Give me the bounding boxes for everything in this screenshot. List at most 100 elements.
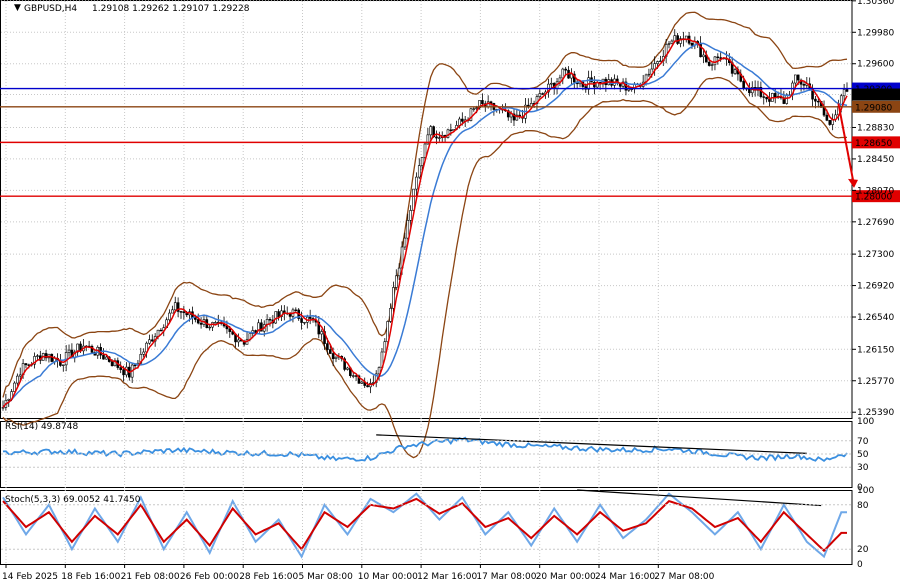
price-tick-label: 1.25770	[857, 377, 894, 387]
time-tick-label: 12 Mar 16:00	[417, 572, 477, 582]
candle-body	[842, 89, 846, 97]
candle-body	[102, 354, 105, 360]
bollinger-lower	[2, 76, 848, 459]
candle-body	[707, 61, 711, 66]
bollinger-upper	[2, 11, 848, 398]
time-tick-label: 27 Mar 08:00	[654, 572, 714, 582]
candle-body	[403, 237, 407, 248]
rsi-level-label: 0	[857, 483, 863, 493]
rsi-trendline	[376, 434, 807, 454]
candle-body	[260, 322, 263, 332]
candle-body	[561, 68, 565, 79]
level-tag-bg-3	[852, 190, 900, 203]
candle-body	[656, 61, 659, 64]
price-tick-label: 1.26540	[857, 313, 894, 323]
candle-body	[541, 93, 545, 95]
time-tick-label: 10 Mar 00:00	[358, 572, 418, 582]
candle-body	[673, 35, 677, 42]
ma-fast-line	[2, 38, 848, 408]
candle-body	[481, 100, 484, 105]
price-tick-label: 1.29600	[857, 60, 894, 70]
candle-body	[343, 358, 346, 370]
candle-body	[237, 339, 240, 343]
candle-body	[360, 381, 364, 384]
price-tick-label: 1.27690	[857, 218, 894, 228]
time-tick-label: 20 Mar 00:00	[536, 572, 596, 582]
arrow-shaft	[837, 103, 854, 181]
price-tick-label: 1.25390	[857, 408, 894, 418]
level-tag-bg-2	[852, 136, 900, 149]
candle-body	[133, 364, 137, 367]
candle-body	[208, 326, 211, 329]
price-tick-label: 1.29980	[857, 28, 894, 38]
time-tick-label: 26 Feb 00:00	[180, 572, 239, 582]
candle-body	[182, 311, 186, 313]
header-arrow-icon[interactable]: ▼	[14, 3, 21, 13]
candle-body	[802, 83, 806, 86]
candle-body	[18, 374, 22, 377]
current-price-tag-text: 1.29228	[855, 91, 892, 101]
candle-body	[814, 98, 817, 102]
candle-body	[61, 364, 65, 366]
candle-body	[168, 312, 171, 321]
time-tick-label: 21 Feb 08:00	[121, 572, 180, 582]
candle-body	[394, 275, 398, 288]
bollinger-bands	[2, 11, 848, 459]
candle-body	[515, 114, 519, 121]
candle-body	[742, 81, 745, 89]
ma-slow-line	[2, 42, 848, 408]
candle-body	[550, 82, 553, 85]
candle-body	[429, 126, 433, 136]
candle-body	[122, 369, 125, 376]
time-tick-label: 14 Feb 2025	[2, 572, 58, 582]
candle-body	[334, 356, 338, 359]
candle-body	[748, 88, 751, 94]
candle-body	[13, 382, 16, 392]
candle-body	[765, 96, 768, 100]
candle-body	[828, 120, 832, 125]
panel-frame-2	[0, 490, 853, 565]
candle-body	[713, 56, 717, 66]
current-price-tag-bg	[852, 88, 900, 101]
candle-body	[16, 375, 19, 384]
candle-body	[44, 353, 48, 359]
candle-body	[331, 353, 335, 359]
rsi-label: RSI(14) 49.8748	[5, 422, 78, 432]
price-tick-label: 1.26920	[857, 282, 894, 292]
candle-body	[679, 38, 682, 44]
candle-body	[659, 60, 662, 63]
candle-body	[351, 375, 355, 377]
candle-body	[317, 321, 321, 335]
time-tick-label: 28 Feb 16:00	[239, 572, 298, 582]
candle-body	[105, 356, 108, 360]
price-tick-label: 1.26150	[857, 345, 894, 355]
stoch-level-label: 80	[857, 501, 869, 511]
grid-lines	[1, 0, 852, 564]
candle-body	[762, 96, 766, 98]
candle-body	[150, 339, 154, 342]
candle-body	[328, 349, 332, 354]
candle-body	[825, 114, 829, 121]
candle-body	[397, 267, 401, 277]
price-tick-label: 1.28830	[857, 123, 894, 133]
level-tag-text-1: 1.29080	[855, 103, 892, 113]
price-tick-label: 1.29228	[857, 91, 894, 101]
candle-body	[119, 367, 123, 370]
candle-body	[326, 343, 329, 350]
candle-body	[389, 308, 392, 322]
candle-body	[506, 110, 510, 118]
candle-body	[383, 341, 387, 353]
candle-body	[7, 398, 11, 401]
price-tick-label: 1.28450	[857, 155, 894, 165]
time-tick-label: 5 Mar 08:00	[299, 572, 354, 582]
candle-body	[653, 63, 656, 70]
rsi-line	[2, 436, 848, 463]
candle-body	[670, 40, 674, 44]
level-tag-text-2: 1.28650	[855, 139, 892, 149]
candle-body	[564, 68, 567, 71]
stoch-level-label: 100	[857, 486, 874, 496]
candle-body	[228, 328, 232, 332]
candle-body	[472, 108, 476, 110]
candle-body	[171, 309, 174, 314]
